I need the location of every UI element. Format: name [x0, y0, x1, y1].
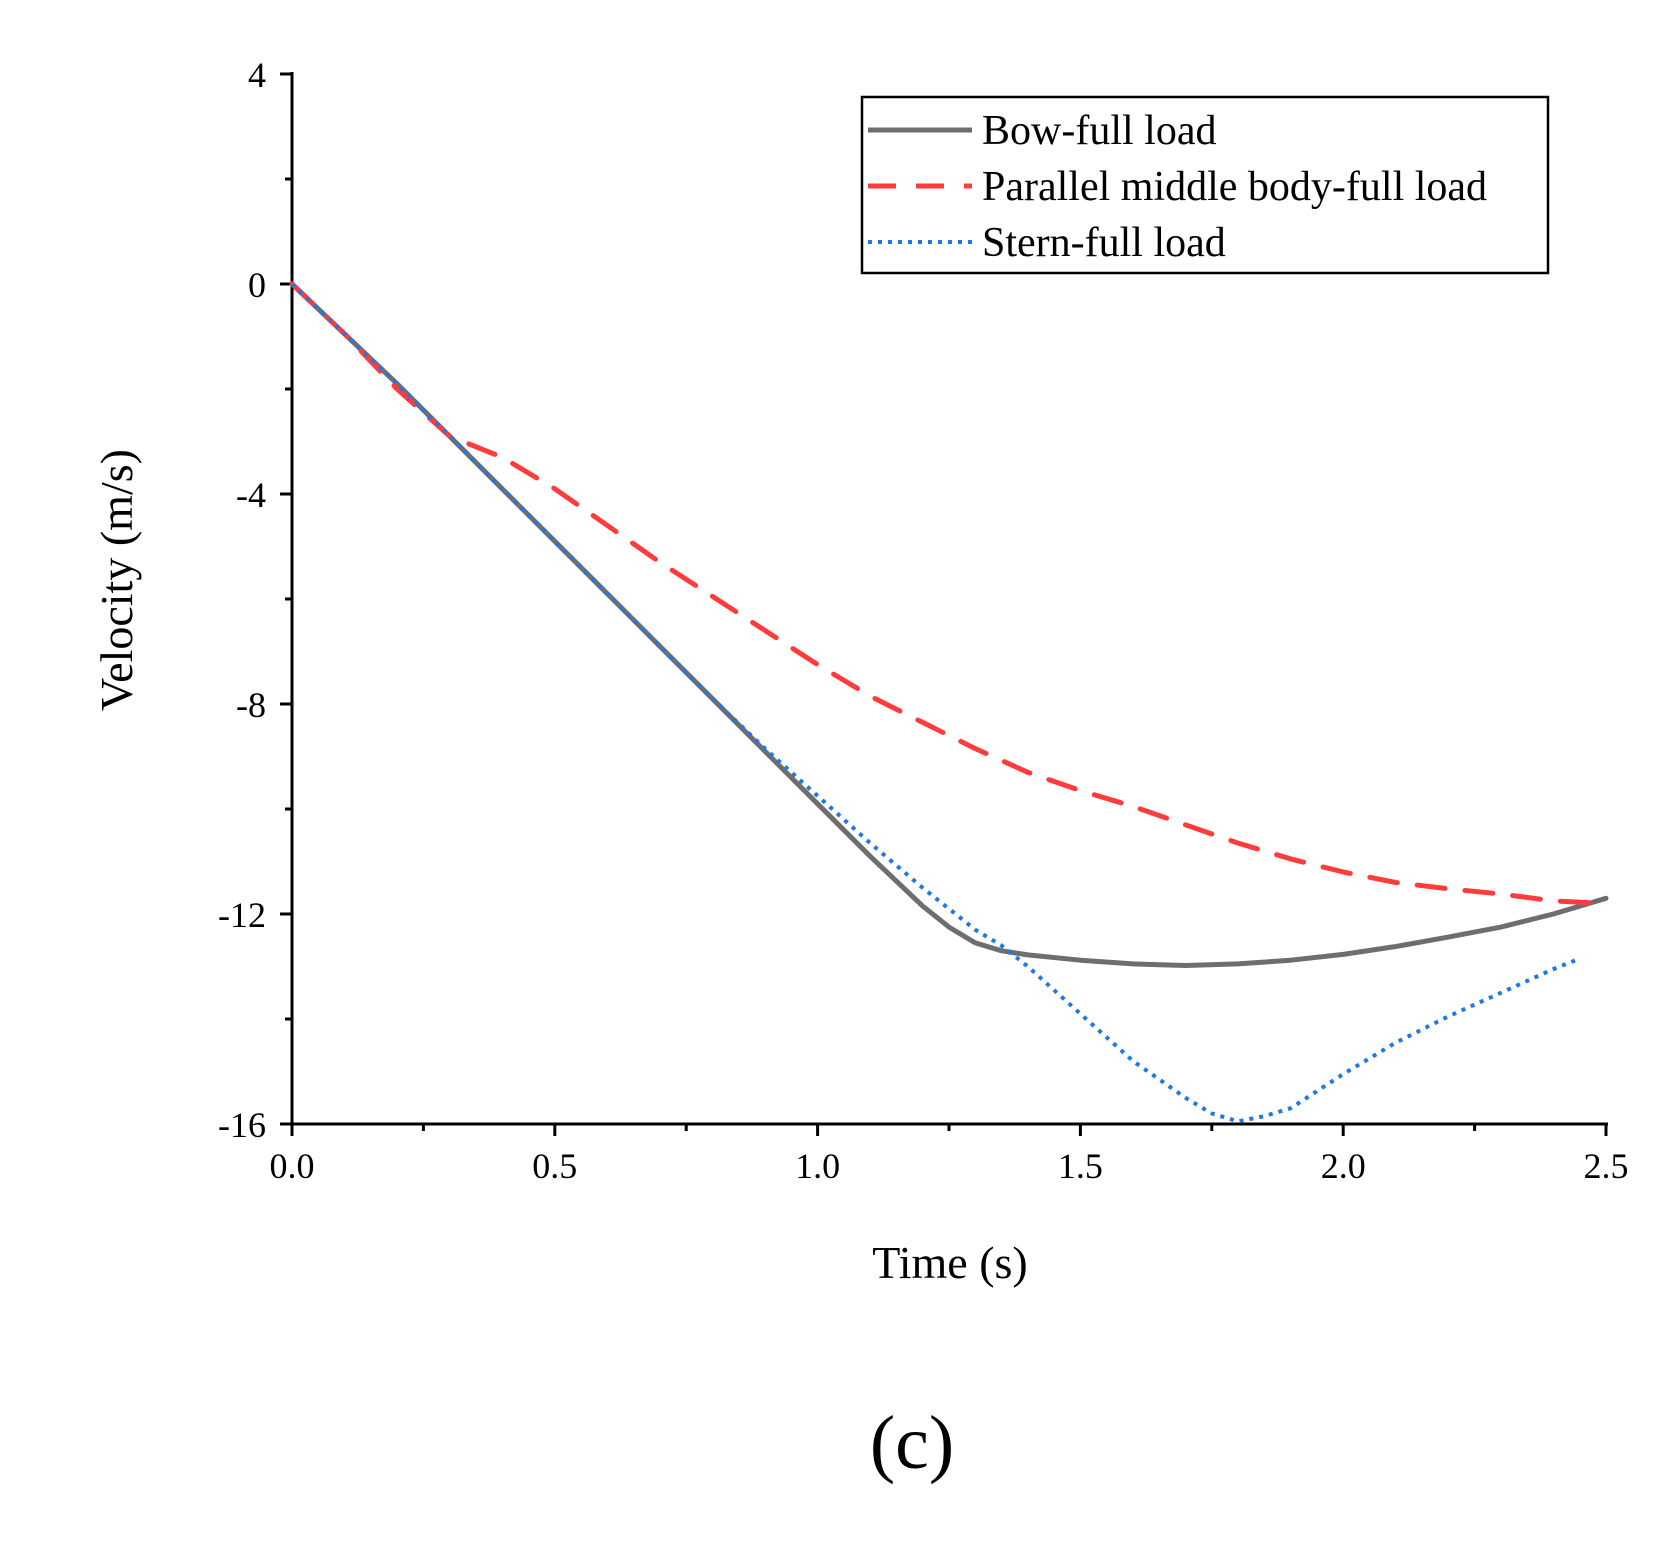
x-tick-label: 1.0 [795, 1146, 840, 1186]
legend-entry-label: Parallel middle body-full load [982, 164, 1487, 210]
y-axis-title: Velocity (m/s) [91, 449, 142, 711]
legend: Bow-full load Parallel middle body-full l… [860, 95, 1550, 275]
y-tick-label: -16 [218, 1105, 266, 1145]
legend-box [860, 95, 1550, 275]
axes: 0.0 0.5 1.0 1.5 2.0 2.5 -16 -12 -8 -4 0 4 [218, 55, 1629, 1186]
plot-series [289, 281, 1609, 1124]
x-tick-label: 2.5 [1584, 1146, 1629, 1186]
x-tick-label: 0.0 [270, 1146, 315, 1186]
series-line-bow-full-load [289, 281, 1609, 968]
panel-label: (c) [870, 1401, 954, 1485]
x-tick-label: 0.5 [532, 1146, 577, 1186]
legend-entry-label: Stern-full load [982, 220, 1226, 266]
x-tick-label: 1.5 [1058, 1146, 1103, 1186]
legend-entry-label: Bow-full load [982, 108, 1216, 154]
series-line-parallel-middle-body-full-load [289, 281, 1609, 906]
y-tick-label: 4 [248, 55, 266, 95]
series-line-stern-full-load [290, 282, 1581, 1124]
x-tick-label: 2.0 [1321, 1146, 1366, 1186]
x-axis-title: Time (s) [872, 1237, 1028, 1288]
y-tick-label: -8 [236, 685, 266, 725]
y-tick-label: -12 [218, 895, 266, 935]
y-tick-label: 0 [248, 265, 266, 305]
y-tick-label: -4 [236, 475, 266, 515]
